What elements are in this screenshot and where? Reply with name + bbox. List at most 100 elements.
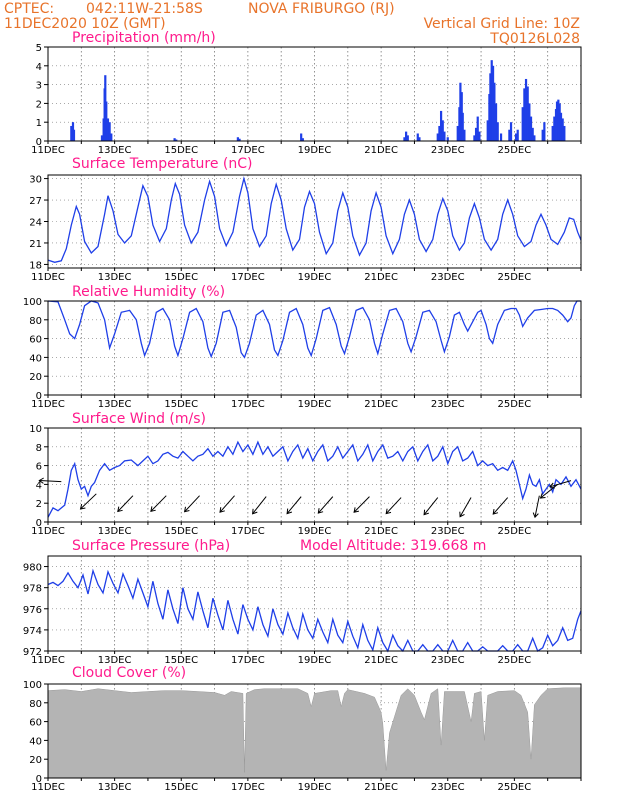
temp-ytick-label: 27 bbox=[29, 196, 42, 207]
wind-arrow bbox=[353, 496, 370, 513]
temp-day-label: 11DEC bbox=[31, 272, 65, 283]
rh-frame bbox=[47, 300, 582, 396]
wind-arrow bbox=[150, 495, 167, 512]
temp-ytick-label: 21 bbox=[29, 239, 42, 250]
wind-arrow bbox=[79, 493, 97, 510]
precip-bar bbox=[496, 122, 499, 141]
wind-arrow-shaft bbox=[534, 495, 540, 518]
wind-arrow-head bbox=[423, 509, 429, 516]
wind-ytick-label: 4 bbox=[36, 480, 42, 491]
wind-arrow-shaft bbox=[286, 496, 302, 514]
precip-ytick-label: 3 bbox=[36, 81, 42, 92]
wind-panel: Surface Wind (m/s) 0 2 4 6 8 10 11DEC 13DEC 15DEC… bbox=[29, 411, 582, 537]
precip-ytick-label: 5 bbox=[36, 43, 42, 54]
precip-bar bbox=[558, 103, 561, 141]
rh-ytick-label: 80 bbox=[29, 316, 42, 327]
precip-day-label: 25DEC bbox=[498, 145, 532, 156]
pressure-annotation: Model Altitude: 319.668 m bbox=[300, 538, 486, 554]
precip-bar bbox=[100, 135, 104, 141]
wind-day-label: 13DEC bbox=[98, 526, 132, 537]
pressure-day-label: 19DEC bbox=[298, 655, 332, 666]
rh-ytick-label: 20 bbox=[29, 372, 42, 383]
cloud-frame bbox=[47, 683, 582, 779]
precip-bar bbox=[406, 135, 409, 141]
wind-arrow-head bbox=[532, 512, 539, 519]
header-model: TQ0126L028 bbox=[489, 31, 580, 47]
precip-bar bbox=[526, 86, 529, 141]
precip-bar bbox=[438, 125, 441, 141]
wind-arrow-shaft bbox=[80, 493, 97, 510]
temp-day-label: 19DEC bbox=[298, 272, 332, 283]
wind-arrow-shaft bbox=[219, 495, 235, 513]
pressure-ytick-label: 976 bbox=[23, 605, 42, 616]
wind-arrow bbox=[459, 497, 472, 518]
precip-bar bbox=[70, 125, 73, 141]
cloud-ytick-label: 100 bbox=[23, 680, 42, 691]
wind-arrow-head bbox=[252, 508, 258, 515]
precip-bar bbox=[238, 138, 241, 141]
wind-day-label: 15DEC bbox=[164, 526, 198, 537]
wind-arrow-head bbox=[385, 508, 392, 515]
rh-day-label: 15DEC bbox=[164, 399, 198, 410]
precip-bar bbox=[72, 129, 76, 141]
precip-bar bbox=[561, 118, 564, 141]
header-source: CPTEC: bbox=[4, 1, 54, 17]
wind-title: Surface Wind (m/s) bbox=[72, 411, 206, 427]
cloud-ytick-label: 0 bbox=[36, 774, 42, 785]
cloud-day-label: 19DEC bbox=[298, 782, 332, 793]
wind-arrow-shaft bbox=[353, 496, 370, 513]
precip-ytick-label: 1 bbox=[36, 118, 42, 129]
header: CPTEC: 042:11W-21:58S NOVA FRIBURGO (RJ)… bbox=[4, 1, 580, 47]
temp-day-label: 15DEC bbox=[164, 272, 198, 283]
wind-arrow-head bbox=[117, 506, 123, 513]
precip-bar bbox=[557, 99, 560, 141]
precip-bar bbox=[499, 133, 503, 141]
precip-bar bbox=[175, 139, 178, 141]
precip-ytick-label: 4 bbox=[36, 62, 42, 73]
rh-day-label: 19DEC bbox=[298, 399, 332, 410]
precip-bar bbox=[405, 131, 408, 141]
pressure-panel: Surface Pressure (hPa) Model Altitude: 31… bbox=[23, 538, 582, 666]
cloud-day-label: 23DEC bbox=[431, 782, 465, 793]
wind-day-label: 11DEC bbox=[31, 526, 65, 537]
temp-frame bbox=[47, 174, 582, 269]
precip-bar bbox=[443, 131, 446, 141]
precip-bar bbox=[476, 116, 479, 141]
precip-bar bbox=[528, 103, 531, 141]
temp-title: Surface Temperature (nC) bbox=[72, 156, 253, 172]
wind-arrow-shaft bbox=[252, 496, 267, 515]
rh-ytick-label: 60 bbox=[29, 335, 42, 346]
wind-arrow-head bbox=[219, 507, 225, 513]
pressure-day-label: 11DEC bbox=[31, 655, 65, 666]
rh-day-label: 17DEC bbox=[231, 399, 265, 410]
precip-bar bbox=[529, 116, 533, 141]
rh-ytick-label: 0 bbox=[36, 391, 42, 402]
precip-day-label: 17DEC bbox=[231, 145, 265, 156]
rh-day-label: 23DEC bbox=[431, 399, 465, 410]
wind-arrow-shaft bbox=[39, 479, 62, 483]
cloud-day-label: 21DEC bbox=[364, 782, 398, 793]
precip-day-label: 23DEC bbox=[431, 145, 465, 156]
cloud-ytick-label: 80 bbox=[29, 699, 42, 710]
precip-bar bbox=[486, 120, 489, 141]
precip-bar bbox=[474, 127, 478, 141]
rh-ytick-label: 100 bbox=[23, 297, 42, 308]
header-coordinates: 042:11W-21:58S bbox=[86, 1, 203, 17]
precip-bar bbox=[110, 133, 113, 141]
precip-panel: Precipitation (mm/h) 0 1 2 3 4 5 11DEC 13DEC 15DE… bbox=[31, 30, 582, 156]
precip-day-label: 21DEC bbox=[364, 145, 398, 156]
precip-bar bbox=[531, 127, 534, 141]
rh-ytick-label: 40 bbox=[29, 353, 42, 364]
wind-arrow-head bbox=[183, 506, 190, 513]
cloud-day-label: 15DEC bbox=[164, 782, 198, 793]
wind-arrow bbox=[183, 495, 200, 513]
precip-bar bbox=[106, 118, 110, 141]
cloud-ytick-label: 60 bbox=[29, 718, 42, 729]
wind-day-label: 21DEC bbox=[364, 526, 398, 537]
precip-day-label: 19DEC bbox=[298, 145, 332, 156]
wind-ytick-label: 6 bbox=[36, 462, 42, 473]
precip-day-label: 15DEC bbox=[164, 145, 198, 156]
cloud-panel: Cloud Cover (%) 0 20 40 60 80 100 11DEC 13DEC 15D… bbox=[23, 665, 582, 793]
precip-ytick-label: 2 bbox=[36, 99, 42, 110]
cloud-day-label: 13DEC bbox=[98, 782, 132, 793]
